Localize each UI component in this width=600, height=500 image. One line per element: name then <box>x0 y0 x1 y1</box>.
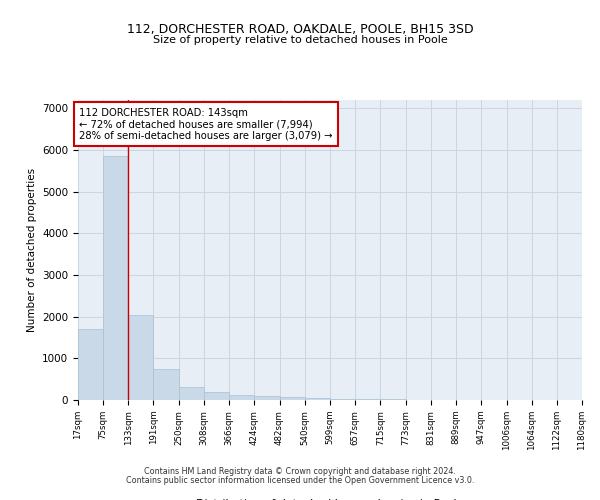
Bar <box>280 398 305 400</box>
Text: 112, DORCHESTER ROAD, OAKDALE, POOLE, BH15 3SD: 112, DORCHESTER ROAD, OAKDALE, POOLE, BH… <box>127 22 473 36</box>
Bar <box>229 395 254 400</box>
X-axis label: Distribution of detached houses by size in Poole: Distribution of detached houses by size … <box>196 498 464 500</box>
Bar <box>103 156 128 400</box>
Text: Size of property relative to detached houses in Poole: Size of property relative to detached ho… <box>152 35 448 45</box>
Bar <box>179 386 204 400</box>
Y-axis label: Number of detached properties: Number of detached properties <box>26 168 37 332</box>
Bar <box>355 399 380 400</box>
Bar <box>128 314 154 400</box>
Text: Contains public sector information licensed under the Open Government Licence v3: Contains public sector information licen… <box>126 476 474 485</box>
Bar <box>305 398 330 400</box>
Text: Contains HM Land Registry data © Crown copyright and database right 2024.: Contains HM Land Registry data © Crown c… <box>144 467 456 476</box>
Text: 112 DORCHESTER ROAD: 143sqm
← 72% of detached houses are smaller (7,994)
28% of : 112 DORCHESTER ROAD: 143sqm ← 72% of det… <box>79 108 333 140</box>
Bar <box>330 399 355 400</box>
Bar <box>78 329 103 400</box>
Bar <box>204 392 229 400</box>
Bar <box>254 396 280 400</box>
Bar <box>154 369 179 400</box>
